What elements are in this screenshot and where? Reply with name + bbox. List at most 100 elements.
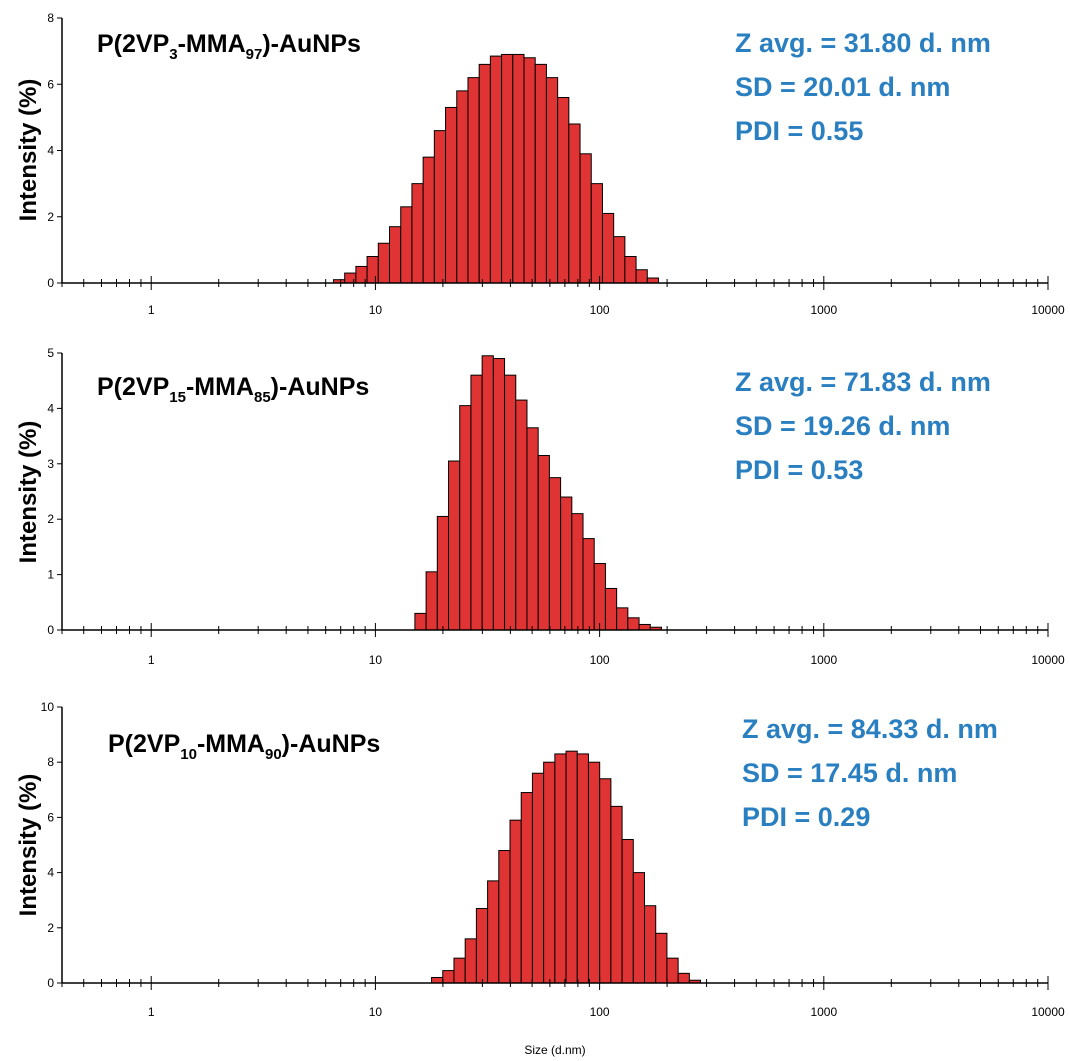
y-tick-label: 8 — [47, 755, 54, 769]
bar-series — [431, 750, 702, 984]
bar — [666, 957, 679, 984]
x-tick-label: 1 — [148, 303, 155, 317]
y-tick-label: 6 — [47, 77, 54, 91]
bar — [635, 269, 648, 284]
bar — [593, 563, 606, 631]
sample-label-part: -MMA — [197, 730, 265, 758]
bar — [442, 970, 455, 984]
bar — [475, 907, 489, 984]
bar — [677, 972, 690, 984]
sample-label-part: P(2VP — [97, 30, 169, 58]
bar — [436, 515, 450, 631]
x-tick-label: 1000 — [810, 303, 837, 317]
bar — [422, 156, 435, 284]
y-tick-label: 4 — [47, 866, 54, 880]
bar-series — [332, 53, 660, 284]
bar — [470, 374, 483, 631]
bar — [389, 226, 402, 284]
sample-label-subscript: 85 — [254, 389, 271, 406]
y-tick-label: 1 — [47, 568, 54, 582]
x-tick-label: 100 — [590, 1005, 610, 1019]
bar — [545, 77, 559, 284]
bar — [601, 212, 615, 284]
bar — [560, 496, 573, 631]
sample-label: P(2VP3-MMA97)-AuNPs — [97, 30, 361, 63]
x-tick-label: 1000 — [810, 1005, 837, 1019]
bar — [478, 63, 491, 284]
stat-line: Z avg. = 84.33 d. nm — [742, 714, 998, 744]
bar — [464, 938, 477, 984]
bar — [531, 772, 545, 984]
bar — [613, 236, 626, 284]
x-tick-label: 100 — [590, 303, 610, 317]
y-axis-label: Intensity (%) — [15, 421, 42, 564]
bar — [638, 623, 651, 631]
bar — [411, 183, 424, 284]
bar — [400, 206, 413, 284]
sample-label-part: P(2VP — [108, 730, 180, 758]
stat-line: Z avg. = 31.80 d. nm — [735, 28, 991, 58]
stat-line: PDI = 0.53 — [735, 455, 863, 485]
bar — [587, 761, 601, 984]
bar — [557, 97, 570, 284]
bar — [489, 55, 503, 284]
y-tick-label: 2 — [47, 921, 54, 935]
bar — [445, 106, 458, 284]
stat-line: Z avg. = 71.83 d. nm — [735, 367, 991, 397]
sample-label-part: )-AuNPs — [271, 373, 370, 401]
stat-line: PDI = 0.55 — [735, 116, 863, 146]
bar — [644, 905, 657, 984]
bar — [481, 355, 494, 631]
bar — [655, 932, 668, 984]
y-tick-label: 4 — [47, 401, 54, 415]
y-tick-label: 0 — [47, 976, 54, 990]
bar — [565, 750, 578, 984]
y-tick-label: 2 — [47, 210, 54, 224]
x-tick-label: 10 — [369, 1005, 383, 1019]
bar — [504, 374, 517, 631]
sample-label-subscript: 97 — [246, 46, 263, 63]
bar-series — [414, 355, 662, 631]
sample-label-part: P(2VP — [97, 373, 169, 401]
chart-panel-1: 0 2 4 6 8 1 10 100 1000 10000 Intensity (%) P(2VP3-… — [15, 11, 1065, 317]
bar — [414, 612, 427, 631]
bar — [582, 538, 595, 631]
bar — [453, 957, 466, 984]
bar — [604, 587, 618, 631]
bar — [520, 792, 533, 984]
bar — [512, 53, 525, 284]
bar — [543, 761, 556, 984]
bar — [579, 153, 592, 284]
bar — [492, 358, 506, 631]
y-tick-label: 0 — [47, 276, 54, 290]
y-tick-label: 10 — [41, 700, 55, 714]
bar — [526, 427, 539, 631]
sample-label-part: -MMA — [186, 373, 254, 401]
x-tick-label: 10 — [369, 653, 383, 667]
y-tick-label: 3 — [47, 457, 54, 471]
bar — [610, 805, 623, 984]
bar — [509, 819, 522, 984]
sample-label: P(2VP10-MMA90)-AuNPs — [108, 730, 380, 763]
bar — [377, 242, 391, 284]
y-axis-label: Intensity (%) — [15, 79, 42, 222]
bar — [616, 607, 629, 631]
sample-label: P(2VP15-MMA85)-AuNPs — [97, 373, 369, 406]
chart-panel-3: 0 2 4 6 8 10 1 10 100 1000 10000 Intensity (%) P(2VP… — [15, 700, 1065, 1019]
y-axis-label: Intensity (%) — [15, 774, 42, 917]
bar — [467, 77, 480, 284]
y-tick-label: 5 — [47, 346, 54, 360]
stat-line: SD = 17.45 d. nm — [742, 758, 957, 788]
bar — [537, 454, 550, 631]
chart-panel-2: 0 1 2 3 4 5 1 10 100 1000 10000 Intensity (%) P(2VP1… — [15, 346, 1065, 667]
bar — [632, 872, 646, 984]
bar — [425, 571, 438, 631]
x-tick-label: 10000 — [1031, 1005, 1065, 1019]
sample-label-subscript: 10 — [180, 746, 197, 763]
bar — [554, 753, 567, 984]
bar — [501, 53, 514, 284]
y-tick-label: 2 — [47, 512, 54, 526]
bar — [599, 778, 612, 984]
x-tick-label: 10000 — [1031, 303, 1065, 317]
sample-label-subscript: 3 — [169, 46, 177, 63]
